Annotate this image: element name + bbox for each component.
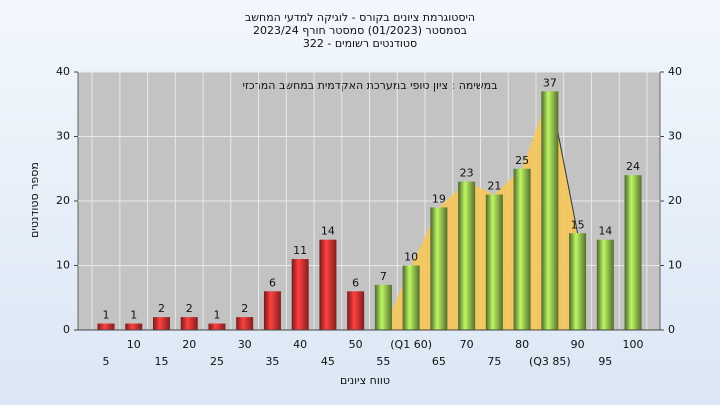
- bar: [458, 181, 476, 330]
- data-label: 14: [598, 225, 612, 238]
- data-label: 37: [543, 76, 557, 89]
- chart-subtitle: בסמסטר (01/2023) סמסטר חורף 2023/24: [253, 24, 467, 37]
- data-label: 2: [241, 302, 248, 315]
- x-tick-label: 90: [571, 338, 585, 351]
- bar: [125, 323, 143, 330]
- bar: [319, 239, 337, 330]
- y2-tick-label: 20: [668, 194, 682, 207]
- x-tick-label: 50: [349, 338, 363, 351]
- x-tick-label: 35: [265, 355, 279, 368]
- data-label: 6: [352, 276, 359, 289]
- x-tick-label: 65: [432, 355, 446, 368]
- x-tick-label: 70: [460, 338, 474, 351]
- data-label: 21: [487, 180, 501, 193]
- x-tick-label: 20: [182, 338, 196, 351]
- y2-tick-label: 30: [668, 130, 682, 143]
- y2-tick-label: 10: [668, 259, 682, 272]
- bar: [569, 233, 587, 330]
- x-tick-label: 75: [487, 355, 501, 368]
- x-tick-label: 15: [154, 355, 168, 368]
- y-tick-label: 20: [56, 194, 70, 207]
- bar: [374, 284, 392, 330]
- data-label: 1: [213, 309, 220, 322]
- data-label: 15: [571, 218, 585, 231]
- x-tick-label: 100: [623, 338, 644, 351]
- data-label: 25: [515, 154, 529, 167]
- data-label: 11: [293, 244, 307, 257]
- data-label: 2: [158, 302, 165, 315]
- x-tick-label: (Q1 60): [390, 338, 432, 351]
- x-tick-label: (Q3 85): [529, 355, 571, 368]
- bar: [347, 291, 365, 330]
- y-tick-label: 10: [56, 259, 70, 272]
- bar: [402, 265, 420, 330]
- bar: [263, 291, 281, 330]
- x-tick-label: 5: [103, 355, 110, 368]
- bar: [152, 317, 170, 330]
- bar: [180, 317, 198, 330]
- data-label: 14: [321, 225, 335, 238]
- data-label: 6: [269, 276, 276, 289]
- bar: [596, 239, 614, 330]
- bar: [541, 91, 559, 330]
- bar: [208, 323, 226, 330]
- x-tick-label: 40: [293, 338, 307, 351]
- bar: [236, 317, 254, 330]
- y-tick-label: 0: [63, 323, 70, 336]
- data-label: 19: [432, 192, 446, 205]
- y2-tick-label: 0: [668, 323, 675, 336]
- chart-title: היסטוגרמת ציונים בקורס - לוגיקה למדעי המ…: [245, 11, 475, 24]
- data-label: 7: [380, 270, 387, 283]
- x-tick-label: 95: [598, 355, 612, 368]
- bar: [513, 168, 531, 330]
- bar: [430, 207, 448, 330]
- data-label: 1: [103, 309, 110, 322]
- data-label: 10: [404, 251, 418, 264]
- x-axis-label: טווח ציונים: [340, 374, 390, 387]
- bar: [97, 323, 115, 330]
- y-tick-label: 30: [56, 130, 70, 143]
- x-tick-label: 30: [238, 338, 252, 351]
- x-tick-label: 45: [321, 355, 335, 368]
- y-tick-label: 40: [56, 65, 70, 78]
- x-tick-label: 80: [515, 338, 529, 351]
- y2-tick-label: 40: [668, 65, 682, 78]
- bar: [485, 194, 503, 330]
- bar: [291, 259, 309, 330]
- x-tick-label: 25: [210, 355, 224, 368]
- y-axis-label: מספר סטודנטים: [28, 162, 41, 238]
- bar: [624, 175, 642, 330]
- x-tick-label: 10: [127, 338, 141, 351]
- data-label: 24: [626, 160, 640, 173]
- data-label: 23: [460, 167, 474, 180]
- x-tick-label: 55: [376, 355, 390, 368]
- chart-subtitle: סטודנטים רשומים - 322: [303, 37, 417, 50]
- data-label: 1: [130, 309, 137, 322]
- data-label: 2: [186, 302, 193, 315]
